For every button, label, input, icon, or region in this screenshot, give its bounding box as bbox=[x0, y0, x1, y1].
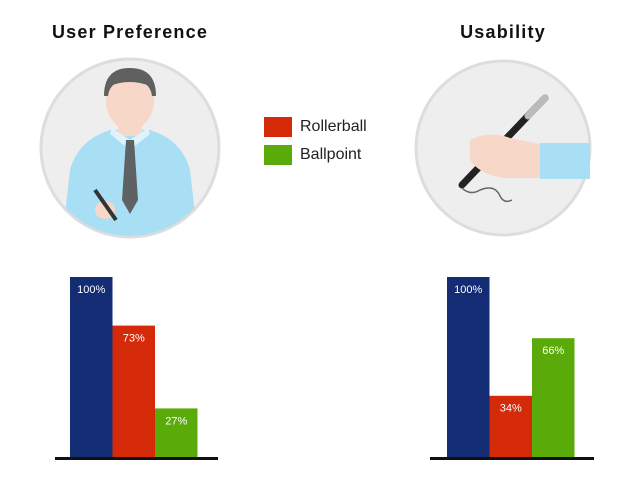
person-illustration bbox=[39, 57, 221, 239]
bar bbox=[112, 325, 155, 457]
value-label: 27% bbox=[165, 415, 187, 427]
legend-swatch bbox=[264, 145, 292, 165]
legend-swatch bbox=[264, 117, 292, 137]
value-label: 100% bbox=[454, 284, 482, 296]
legend-label: Rollerball bbox=[300, 118, 367, 135]
value-label: 100% bbox=[77, 284, 105, 296]
bar bbox=[155, 408, 198, 457]
chart-title: Usability bbox=[460, 22, 546, 42]
legend: Rollerball Ballpoint bbox=[264, 117, 367, 165]
value-label: 73% bbox=[123, 333, 145, 345]
value-label: 34% bbox=[500, 403, 522, 415]
hand-illustration bbox=[414, 59, 592, 237]
bar bbox=[447, 277, 490, 457]
bar bbox=[532, 338, 575, 457]
value-label: 66% bbox=[542, 345, 564, 357]
bar bbox=[70, 277, 113, 457]
legend-label: Ballpoint bbox=[300, 146, 362, 163]
bar bbox=[489, 395, 532, 457]
chart-title: User Preference bbox=[52, 22, 208, 42]
